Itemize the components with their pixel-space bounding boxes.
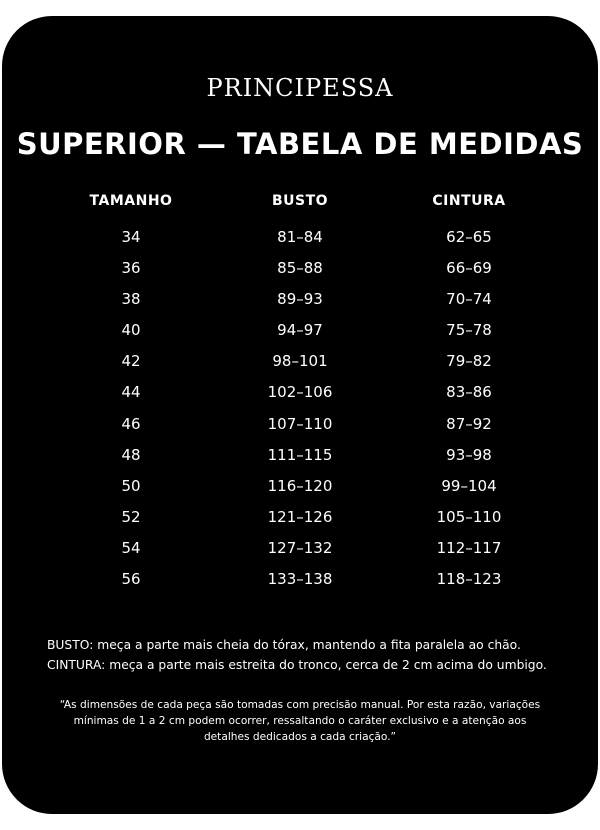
table-cell: 121–126 — [267, 507, 333, 526]
table-cell: 40 — [121, 321, 141, 340]
title: SUPERIOR — TABELA DE MEDIDAS — [16, 127, 584, 161]
table-row: 52 121–126 105–110 — [2, 506, 598, 537]
quote-line: mínimas de 1 a 2 cm podem ocorrer, ressa… — [73, 715, 527, 727]
quote: “As dimensões de cada peça são tomadas c… — [32, 697, 568, 745]
table-row: 46 107–110 87–92 — [2, 413, 598, 444]
table-cell: 48 — [121, 445, 141, 464]
table-cell: 85–88 — [277, 259, 323, 278]
table-cell: 75–78 — [446, 321, 492, 340]
size-table: TAMANHO BUSTO CINTURA 34 81–84 62–65 36 85–88 66… — [2, 190, 598, 599]
table-cell: 62–65 — [446, 228, 492, 246]
table-cell: 79–82 — [446, 352, 492, 371]
table-cell: 36 — [121, 259, 141, 278]
table-row: 56 133–138 118–123 — [2, 568, 598, 599]
column-header: BUSTO — [271, 193, 329, 209]
table-cell: 112–117 — [436, 538, 502, 557]
table-cell: 42 — [121, 352, 141, 371]
note: CINTURA: meça a parte mais estreita do t… — [47, 658, 547, 672]
table-cell: 38 — [121, 290, 141, 309]
table-cell: 98–101 — [272, 352, 328, 371]
quote-line: “As dimensões de cada peça são tomadas c… — [59, 699, 541, 711]
table-cell: 81–84 — [277, 228, 323, 246]
table-row: 40 94–97 75–78 — [2, 319, 598, 350]
table-row: 50 116–120 99–104 — [2, 475, 598, 506]
column-header: CINTURA — [432, 193, 506, 209]
table-cell: 102–106 — [267, 383, 333, 402]
table-cell: 54 — [121, 538, 141, 557]
table-cell: 66–69 — [446, 259, 492, 278]
table-cell: 52 — [121, 507, 141, 526]
table-row: 54 127–132 112–117 — [2, 537, 598, 568]
table-cell: 133–138 — [267, 570, 333, 589]
column-header: TAMANHO — [89, 193, 173, 209]
notes: BUSTO: meça a parte mais cheia do tórax,… — [47, 635, 547, 675]
table-row: 48 111–115 93–98 — [2, 444, 598, 475]
table-cell: 94–97 — [277, 321, 323, 340]
table-row: 44 102–106 83–86 — [2, 381, 598, 412]
table-cell: 89–93 — [277, 290, 323, 309]
header-row: TAMANHO BUSTO CINTURA — [2, 190, 598, 226]
table-cell: 118–123 — [436, 570, 502, 589]
brand: PRINCIPESSA — [206, 74, 394, 102]
table-cell: 83–86 — [446, 383, 492, 402]
table-cell: 46 — [121, 414, 141, 433]
table-cell: 44 — [121, 383, 141, 402]
table-row: 38 89–93 70–74 — [2, 288, 598, 319]
table-cell: 99–104 — [441, 476, 497, 495]
table-cell: 87–92 — [446, 414, 492, 433]
table-row: 34 81–84 62–65 — [2, 226, 598, 257]
table-cell: 34 — [121, 228, 141, 246]
table-cell: 50 — [121, 476, 141, 495]
table-cell: 111–115 — [267, 445, 333, 464]
card: PRINCIPESSA SUPERIOR — TABELA DE MEDIDAS… — [2, 16, 598, 814]
table-cell: 70–74 — [446, 290, 492, 309]
note: BUSTO: meça a parte mais cheia do tórax,… — [47, 638, 521, 652]
table-row: 36 85–88 66–69 — [2, 257, 598, 288]
table-cell: 56 — [121, 570, 141, 589]
quote-line: detalhes dedicados a cada criação.” — [203, 731, 397, 743]
table-cell: 127–132 — [267, 538, 333, 557]
table-row: 42 98–101 79–82 — [2, 350, 598, 381]
table-cell: 105–110 — [436, 507, 502, 526]
table-cell: 93–98 — [446, 445, 492, 464]
table-cell: 116–120 — [267, 476, 333, 495]
table-cell: 107–110 — [267, 414, 333, 433]
